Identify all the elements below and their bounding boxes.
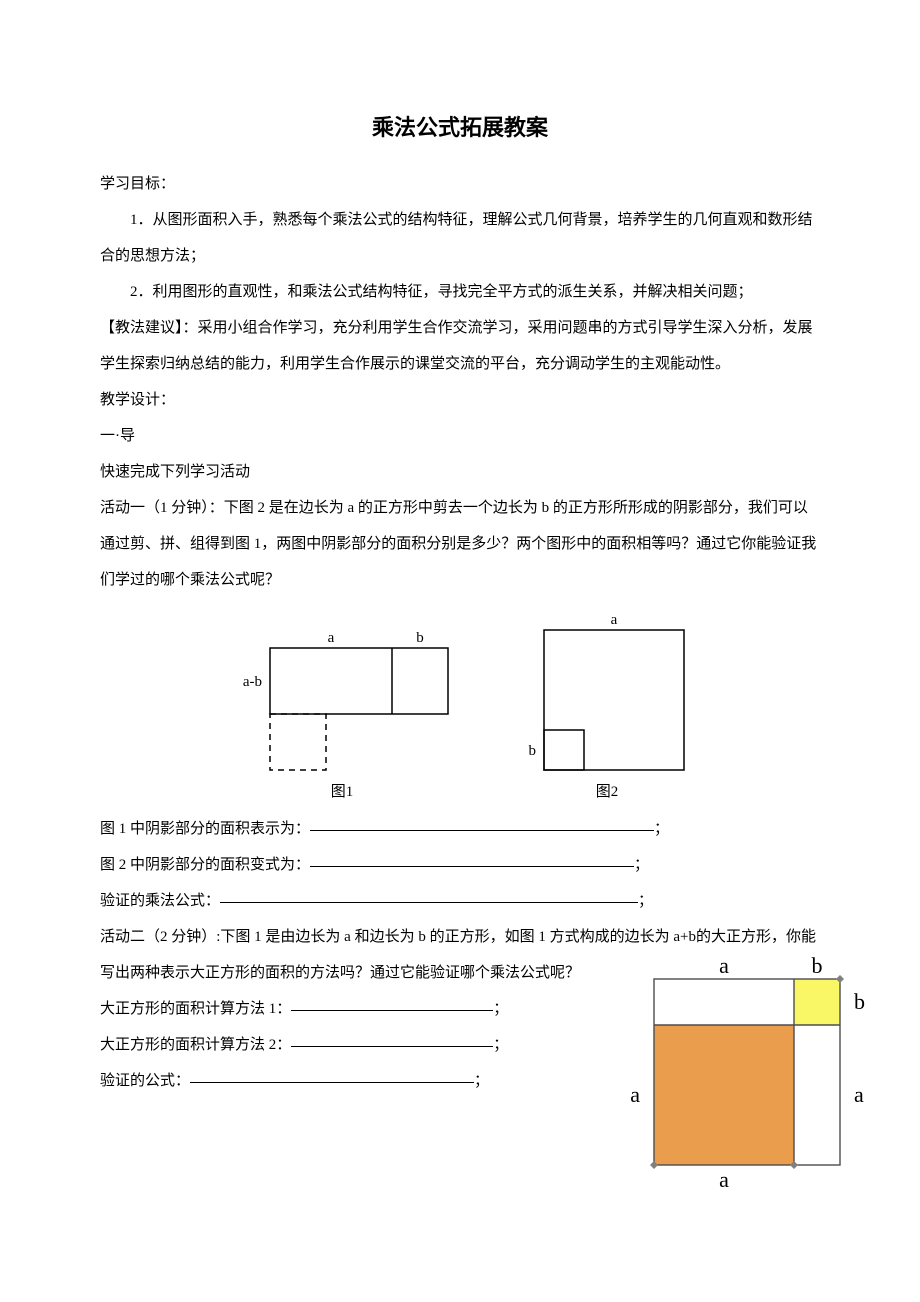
semicolon: ；	[474, 1073, 489, 1089]
svg-text:a: a	[719, 1167, 729, 1192]
a2-blank-3	[190, 1082, 474, 1083]
activity-1-figure: aba-b 图1 ab 图2	[100, 608, 820, 801]
svg-text:a: a	[611, 612, 618, 628]
activity-2-line-2: 大正方形的面积计算方法 2： ；	[100, 1027, 530, 1063]
semicolon: ；	[493, 1037, 508, 1053]
figure-1-caption: 图1	[331, 780, 354, 801]
suggestion-text: 采用小组合作学习，充分利用学生合作交流学习，采用问题串的方式引导学生深入分析，发…	[100, 320, 813, 372]
svg-text:a: a	[854, 1082, 864, 1107]
activity-1-line-3: 验证的乘法公式： ；	[100, 883, 820, 919]
quick-heading: 快速完成下列学习活动	[100, 454, 820, 490]
semicolon: ；	[654, 821, 669, 837]
figure-2-caption: 图2	[596, 780, 619, 801]
svg-text:a: a	[328, 630, 335, 646]
activity-2-line-3: 验证的公式： ；	[100, 1063, 530, 1099]
a1-blank-1	[310, 830, 654, 831]
figure-2-column: ab 图2	[524, 608, 690, 801]
objectives-heading: 学习目标：	[100, 166, 820, 202]
svg-text:b: b	[529, 743, 537, 759]
a1-blank-2	[310, 866, 634, 867]
svg-text:b: b	[854, 989, 865, 1014]
a2-line2-label: 大正方形的面积计算方法 2：	[100, 1037, 291, 1053]
figure-2-svg: ab	[524, 608, 690, 776]
a1-blank-3	[220, 902, 638, 903]
activity-2-lines: 大正方形的面积计算方法 1： ； 大正方形的面积计算方法 2： ； 验证的公式： ；	[100, 919, 530, 1099]
activity-2-line-1: 大正方形的面积计算方法 1： ；	[100, 991, 530, 1027]
objective-1: 1．从图形面积入手，熟悉每个乘法公式的结构特征，理解公式几何背景，培养学生的几何…	[100, 202, 820, 274]
suggestion-label: 【教法建议】：	[100, 320, 198, 336]
figure-1-column: a b a-b 图1	[230, 626, 454, 801]
semicolon: ；	[493, 1001, 508, 1017]
part-one-heading: 一·导	[100, 418, 820, 454]
semicolon: ；	[638, 893, 653, 909]
a2-blank-1	[291, 1010, 493, 1011]
objective-2: 2．利用图形的直观性，和乘法公式结构特征，寻找完全平方式的派生关系，并解决相关问…	[100, 274, 820, 310]
activity-1-line-1: 图 1 中阴影部分的面积表示为： ；	[100, 811, 820, 847]
activity-2-wrapper: 活动二（2 分钟）:下图 1 是由边长为 a 和边长为 b 的正方形，如图 1 …	[100, 919, 820, 1099]
activity-1-line-2: 图 2 中阴影部分的面积变式为： ；	[100, 847, 820, 883]
a2-blank-2	[291, 1046, 493, 1047]
a1-line3-label: 验证的乘法公式：	[100, 893, 220, 909]
svg-text:a-b: a-b	[243, 674, 262, 690]
a2-line3-label: 验证的公式：	[100, 1073, 190, 1089]
design-heading: 教学设计：	[100, 382, 820, 418]
a1-line2-label: 图 2 中阴影部分的面积变式为：	[100, 857, 310, 873]
figure-1-svg: a b a-b	[230, 626, 454, 776]
page-title: 乘法公式拓展教案	[100, 110, 820, 142]
svg-text:b: b	[416, 630, 424, 646]
activity-1-intro: 活动一（1 分钟）：下图 2 是在边长为 a 的正方形中剪去一个边长为 b 的正…	[100, 490, 820, 598]
semicolon: ；	[634, 857, 649, 873]
suggestion-paragraph: 【教法建议】：采用小组合作学习，充分利用学生合作交流学习，采用问题串的方式引导学…	[100, 310, 820, 382]
svg-text:a: a	[630, 1082, 640, 1107]
a1-line1-label: 图 1 中阴影部分的面积表示为：	[100, 821, 310, 837]
a2-line1-label: 大正方形的面积计算方法 1：	[100, 1001, 291, 1017]
